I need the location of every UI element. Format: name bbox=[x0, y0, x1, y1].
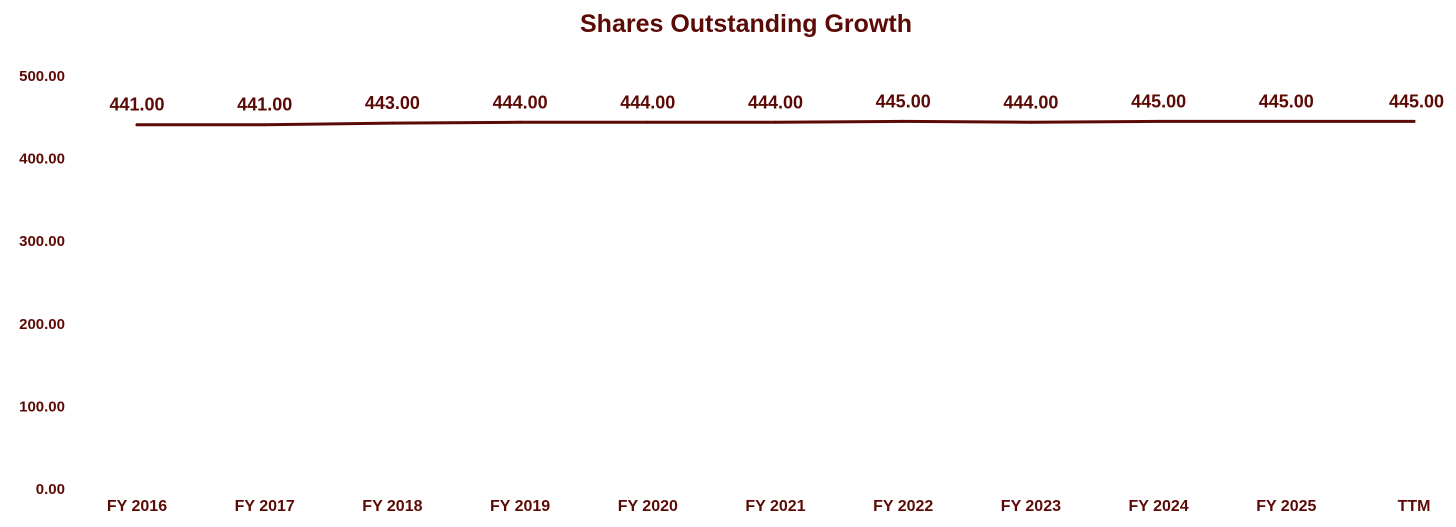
data-point bbox=[1284, 119, 1288, 123]
data-label: 441.00 bbox=[109, 95, 164, 115]
data-label: 445.00 bbox=[876, 91, 931, 111]
data-point bbox=[1029, 120, 1033, 124]
x-tick-label: FY 2024 bbox=[1128, 498, 1188, 515]
data-point bbox=[263, 123, 267, 127]
data-label: 445.00 bbox=[1259, 91, 1314, 111]
data-label: 445.00 bbox=[1131, 91, 1186, 111]
y-tick-label: 400.00 bbox=[19, 151, 65, 168]
data-point bbox=[518, 120, 522, 124]
data-point bbox=[1157, 119, 1161, 123]
data-label: 445.00 bbox=[1389, 91, 1444, 111]
data-label: 444.00 bbox=[748, 92, 803, 112]
x-tick-label: FY 2025 bbox=[1256, 498, 1316, 515]
data-label: 441.00 bbox=[237, 95, 292, 115]
x-tick-label: FY 2023 bbox=[1001, 498, 1061, 515]
y-tick-label: 300.00 bbox=[19, 233, 65, 250]
data-labels: 441.00 441.00 443.00 444.00 444.00 444.00 445.… bbox=[109, 91, 1444, 114]
x-tick-label: FY 2017 bbox=[235, 498, 295, 515]
data-point bbox=[901, 119, 905, 123]
data-point bbox=[135, 123, 139, 127]
data-point bbox=[390, 121, 394, 125]
x-tick-label: FY 2021 bbox=[745, 498, 805, 515]
x-tick-label: FY 2016 bbox=[107, 498, 167, 515]
data-label: 443.00 bbox=[365, 93, 420, 113]
series-group bbox=[135, 119, 1416, 127]
y-axis: 0.00 100.00 200.00 300.00 400.00 500.00 bbox=[19, 68, 65, 498]
x-tick-label: TTM bbox=[1398, 498, 1431, 515]
data-label: 444.00 bbox=[1003, 92, 1058, 112]
chart-title: Shares Outstanding Growth bbox=[580, 10, 912, 38]
x-tick-label: FY 2019 bbox=[490, 498, 550, 515]
y-tick-label: 500.00 bbox=[19, 68, 65, 85]
y-tick-label: 100.00 bbox=[19, 398, 65, 415]
data-point bbox=[774, 120, 777, 124]
data-label: 444.00 bbox=[493, 92, 548, 112]
x-tick-label: FY 2022 bbox=[873, 498, 933, 515]
data-label: 444.00 bbox=[620, 92, 675, 112]
data-point bbox=[1412, 119, 1416, 123]
y-tick-label: 0.00 bbox=[36, 481, 65, 498]
data-point bbox=[646, 120, 650, 124]
x-tick-label: FY 2018 bbox=[362, 498, 422, 515]
x-tick-label: FY 2020 bbox=[618, 498, 678, 515]
x-axis: FY 2016 FY 2017 FY 2018 FY 2019 FY 2020 FY 20… bbox=[107, 498, 1431, 515]
y-tick-label: 200.00 bbox=[19, 316, 65, 333]
